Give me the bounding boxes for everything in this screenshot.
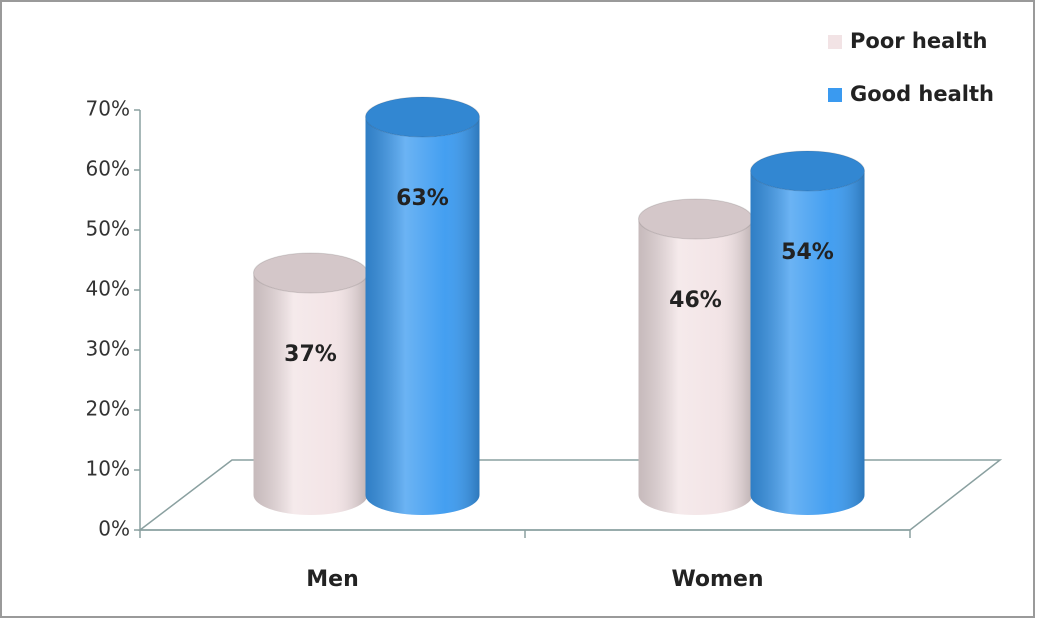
y-tick-label: 70% [86,97,130,121]
legend-label: Poor health [850,29,987,53]
value-label: 63% [396,186,449,211]
x-tick-label: Women [671,567,763,592]
y-tick-label: 20% [86,397,130,421]
y-tick-label: 10% [86,457,130,481]
value-label: 46% [669,288,722,313]
value-label: 37% [284,342,337,367]
bar-top-shade [638,199,753,239]
y-tick-label: 60% [86,157,130,181]
plot: 0% 10% 20% 30% 40% 50% 60% 70% Men 37% 63% Women 46%… [86,29,994,592]
value-label: 54% [781,240,834,265]
legend-swatch [828,88,842,102]
legend-swatch [828,35,842,49]
bar-shading [638,219,753,515]
y-tick-label: 30% [86,337,130,361]
bar-shading [253,273,368,515]
bar-top-shade [365,97,480,137]
bar-top-shade [750,151,865,191]
bar-top-shade [253,253,368,293]
x-tick-label: Men [306,567,358,592]
y-tick-label: 0% [98,517,130,541]
bar-shading [750,171,865,515]
y-tick-label: 50% [86,217,130,241]
bar-top [365,96,480,138]
bar-top [750,150,865,192]
legend-label: Good health [850,82,994,106]
bar-shading [365,117,480,515]
y-tick-label: 40% [86,277,130,301]
